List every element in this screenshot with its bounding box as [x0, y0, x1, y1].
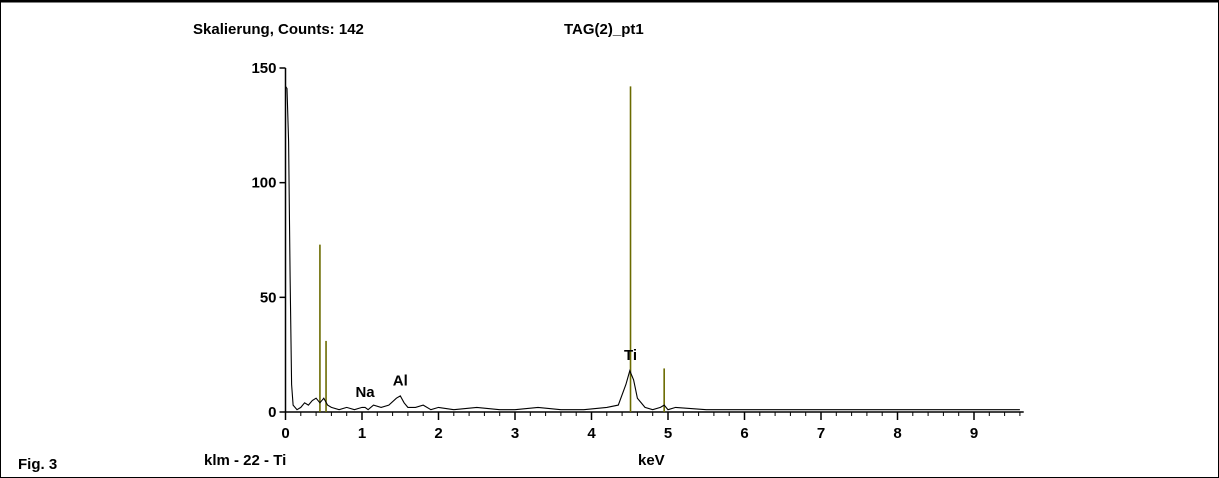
peak-label: Na: [355, 384, 375, 401]
chart-title: TAG(2)_pt1: [564, 21, 644, 38]
x-tick-label: 1: [358, 425, 366, 442]
peak-label: Ti: [624, 347, 637, 364]
chart-subtitle: Skalierung, Counts: 142: [193, 21, 364, 38]
x-tick-label: 6: [740, 425, 748, 442]
y-tick-label: 0: [268, 404, 276, 421]
y-tick-label: 100: [251, 175, 276, 192]
x-axis-title: keV: [638, 452, 665, 469]
sample-label: klm - 22 - Ti: [204, 452, 287, 469]
x-tick-label: 5: [664, 425, 672, 442]
x-tick-label: 0: [281, 425, 289, 442]
x-tick-label: 7: [817, 425, 825, 442]
x-tick-label: 4: [587, 425, 596, 442]
x-tick-label: 9: [970, 425, 978, 442]
peak-label: Al: [393, 372, 408, 389]
x-tick-label: 2: [434, 425, 442, 442]
spectrum-line: [285, 85, 1020, 411]
y-tick-label: 150: [251, 60, 276, 77]
y-tick-label: 50: [260, 289, 277, 306]
x-tick-label: 3: [511, 425, 519, 442]
x-tick-label: 8: [893, 425, 901, 442]
figure-label: Fig. 3: [18, 456, 58, 473]
